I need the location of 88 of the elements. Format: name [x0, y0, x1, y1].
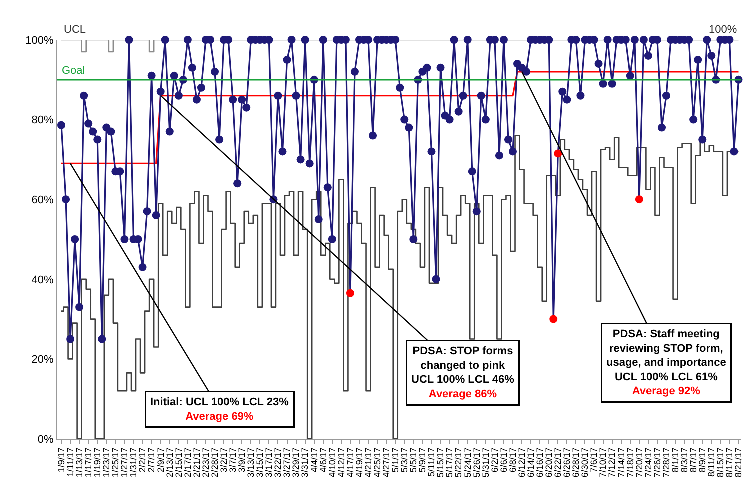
x-tick-label: 8/11/17 [706, 448, 717, 477]
x-tick-label: 2/9/17 [156, 448, 166, 473]
x-tick-label: 5/22/17 [454, 448, 464, 478]
x-tick-label: 8/1/17 [670, 448, 680, 473]
x-tick-label: 1/25/17 [110, 448, 121, 478]
x-tick-label: 3/17/17 [264, 448, 274, 478]
x-tick-label: 6/6/17 [498, 448, 509, 473]
x-tick-label: 3/2/17 [218, 448, 229, 473]
x-tick-label: 2/7/17 [146, 448, 157, 473]
x-tick-label: 5/24/17 [462, 448, 473, 478]
x-tick-label: 3/7/17 [228, 448, 238, 473]
x-tick-label: 4/21/17 [363, 448, 374, 478]
x-tick-label: 7/10/17 [598, 448, 608, 478]
x-tick-label: 1/19/17 [92, 448, 103, 478]
x-tick-label: 6/2/17 [490, 448, 500, 473]
x-tick-label: 4/25/17 [372, 448, 382, 478]
x-tick-label: 4/12/17 [336, 448, 346, 478]
x-tick-label: 6/30/17 [580, 448, 590, 478]
x-tick-label: 2/13/17 [164, 448, 175, 478]
x-tick-label: 7/18/17 [625, 448, 636, 478]
x-tick-label: 5/15/17 [436, 448, 446, 478]
x-tick-label: 4/4/17 [309, 448, 320, 473]
x-tick-label: 7/26/17 [652, 448, 662, 478]
x-tick-label: 5/31/17 [480, 448, 491, 478]
x-tick-label: 1/31/17 [128, 448, 139, 478]
annotation: 100% [709, 24, 738, 36]
x-tick-label: 5/11/17 [426, 448, 437, 477]
x-tick-label: 6/28/17 [571, 448, 582, 478]
x-tick-label: 4/17/17 [345, 448, 356, 478]
annotation: PDSA: STOP forms changed to pink UCL 100% LCL 46% Average 86% [412, 346, 515, 400]
y-tick-label: 60% [32, 194, 54, 206]
x-tick-label: 1/11/17 [65, 448, 76, 477]
x-tick-label: 7/12/17 [607, 448, 618, 478]
x-tick-label: 1/13/17 [74, 448, 84, 478]
annotation: PDSA: Staff meeting reviewing STOP form, usage, and importance UCL 100% LCL 61% Average 92% [606, 328, 726, 398]
x-tick-label: 2/15/17 [174, 448, 184, 478]
x-tick-label: 6/22/17 [553, 448, 564, 478]
annotation: Initial: UCL 100% LCL 23% Average 69% [150, 396, 290, 423]
y-tick-label: 0% [38, 434, 54, 446]
x-tick-label: 8/7/17 [688, 448, 699, 473]
x-tick-label: 3/15/17 [255, 448, 266, 478]
x-tick-label: 6/26/17 [562, 448, 572, 478]
x-tick-label: 7/28/17 [661, 448, 672, 478]
series-label: UCL [64, 24, 86, 36]
x-tick-label: 8/3/17 [679, 448, 690, 473]
x-tick-label: 2/17/17 [182, 448, 193, 478]
y-tick-label: 20% [32, 354, 54, 366]
x-tick-label: 8/15/17 [716, 448, 726, 478]
x-tick-label: 7/20/17 [634, 448, 644, 478]
x-tick-label: 4/10/17 [327, 448, 338, 478]
x-tick-label: 4/19/17 [354, 448, 364, 478]
ref-line-label: Goal [62, 65, 86, 77]
x-tick-label: 2/2/17 [138, 448, 148, 473]
x-tick-label: 5/9/17 [418, 448, 428, 473]
x-tick-label: 6/20/17 [544, 448, 554, 478]
x-tick-label: 5/1/17 [390, 448, 401, 473]
x-tick-label: 5/17/17 [444, 448, 455, 478]
x-tick-label: 5/26/17 [472, 448, 482, 478]
x-tick-label: 2/28/17 [210, 448, 220, 478]
x-tick-label: 8/17/17 [724, 448, 735, 478]
x-tick-label: 3/22/17 [273, 448, 284, 478]
y-tick-label: 100% [26, 34, 54, 47]
x-tick-label: 2/23/17 [200, 448, 211, 478]
x-tick-label: 6/8/17 [508, 448, 518, 473]
x-tick-label: 4/6/17 [318, 448, 328, 473]
x-tick-label: 6/14/17 [526, 448, 536, 478]
x-tick-label: 4/27/17 [382, 448, 392, 478]
x-tick-label: 1/9/17 [56, 448, 66, 473]
x-tick-label: 3/31/17 [300, 448, 310, 478]
x-tick-label: 7/6/17 [589, 448, 600, 473]
x-tick-label: 1/17/17 [84, 448, 94, 478]
x-tick-label: 1/23/17 [102, 448, 112, 478]
x-tick-label: 3/13/17 [246, 448, 256, 478]
x-tick-label: 6/16/17 [535, 448, 546, 478]
x-tick-label: 8/9/17 [698, 448, 708, 473]
x-tick-label: 2/21/17 [192, 448, 202, 478]
x-tick-label: 7/14/17 [616, 448, 626, 478]
x-tick-label: 5/5/17 [408, 448, 419, 473]
x-tick-label: 3/9/17 [237, 448, 248, 473]
x-tick-label: 6/12/17 [516, 448, 527, 478]
y-tick-label: 40% [32, 274, 54, 286]
x-tick-label: 8/21/17 [734, 448, 744, 478]
x-tick-label: 3/29/17 [291, 448, 302, 478]
x-tick-label: 7/24/17 [643, 448, 654, 478]
x-tick-label: 3/27/17 [282, 448, 292, 478]
x-tick-label: 1/27/17 [120, 448, 130, 478]
x-tick-label: 5/3/17 [400, 448, 410, 473]
y-tick-label: 80% [32, 114, 54, 127]
